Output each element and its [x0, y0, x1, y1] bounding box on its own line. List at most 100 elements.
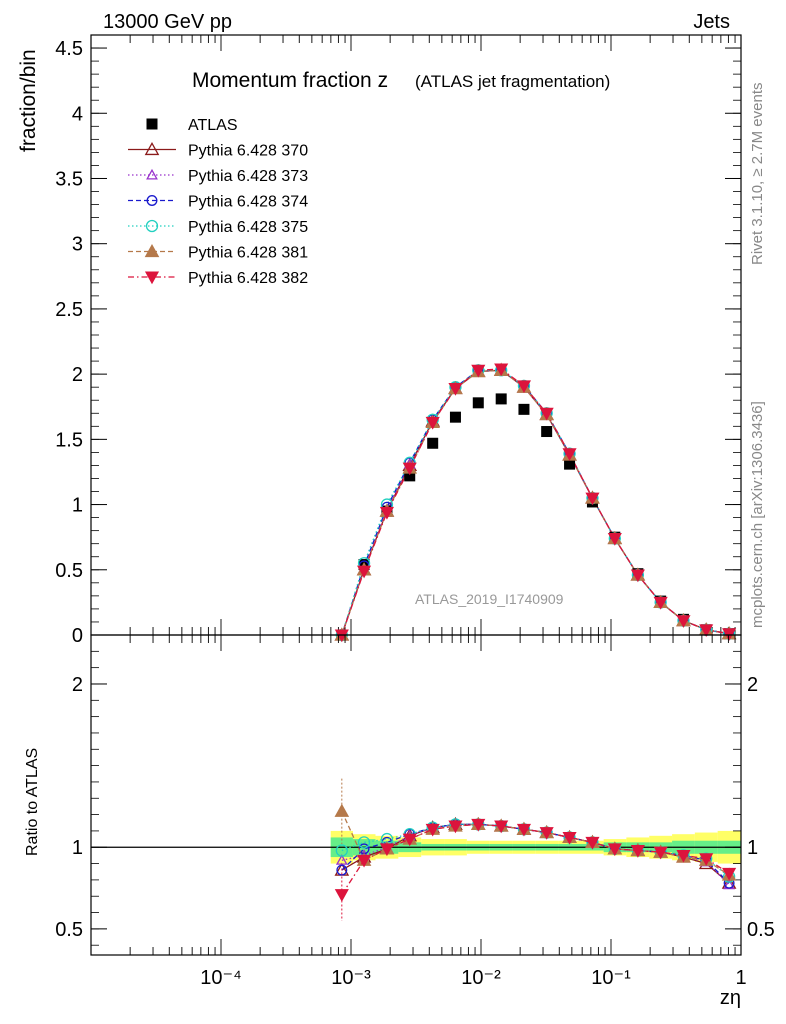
y-tick-label-right: 1: [747, 837, 758, 859]
ratio-point: [357, 836, 371, 849]
ratio-panel: 0.5 0.5 1 1 2 2 10⁻⁴ 10⁻³ 10⁻² 10⁻¹ 1: [55, 634, 775, 989]
legend-label: Pythia 6.428 375: [188, 219, 308, 236]
data-point: [722, 628, 737, 641]
x-tick-label: 10⁻²: [461, 967, 501, 989]
legend-marker: [146, 168, 158, 180]
data-point-atlas: [564, 458, 576, 470]
y-tick-label: 4.5: [55, 38, 83, 60]
ratio-point: [335, 844, 348, 857]
data-point: [699, 624, 714, 638]
legend-marker: [145, 219, 159, 233]
ratio-point: [334, 889, 349, 902]
ratio-point: [379, 843, 394, 857]
data-point: [630, 569, 645, 583]
x-tick-label: 10⁻¹: [591, 967, 631, 989]
ratio-series-line: [341, 823, 730, 895]
y-tick-label: 2.5: [55, 299, 83, 321]
data-point: [494, 363, 509, 377]
legend-marker: [146, 118, 158, 130]
y-tick-label: 4: [72, 103, 83, 125]
y-tick-label: 2: [72, 674, 83, 696]
legend-marker: [146, 195, 158, 206]
y-tick-label: 0.5: [55, 919, 83, 941]
ratio-point: [676, 849, 691, 863]
data-point: [676, 615, 691, 628]
ratio-point: [607, 843, 622, 857]
y-axis-label-main: fraction/bin: [17, 49, 40, 152]
ratio-point: [723, 878, 736, 890]
ratio-point: [516, 823, 532, 837]
ratio-point: [494, 820, 509, 834]
ratio-point: [335, 854, 348, 865]
legend-label: Pythia 6.428 382: [188, 270, 308, 287]
ratio-point: [630, 845, 645, 858]
ratio-point: [722, 867, 737, 881]
ratio-point: [448, 820, 463, 834]
mcplots-label: mcplots.cern.ch [arXiv:1306.3436]: [749, 401, 766, 628]
data-point-atlas: [404, 470, 416, 482]
ratio-frame: [90, 634, 742, 956]
data-point-atlas: [541, 426, 553, 438]
data-point-atlas: [495, 393, 507, 405]
data-point: [425, 416, 440, 430]
y-tick-label-right: 0.5: [747, 919, 775, 941]
data-point: [653, 596, 668, 610]
legend-marker: [144, 271, 160, 285]
ratio-point: [471, 818, 486, 832]
y-tick-label: 0.5: [55, 560, 83, 582]
rivet-label: Rivet 3.1.10, ≥ 2.7M events: [749, 83, 766, 266]
data-point: [448, 383, 463, 396]
data-point: [585, 492, 600, 506]
data-point: [607, 533, 622, 546]
data-point-atlas: [427, 437, 439, 449]
y-tick-label: 2: [72, 364, 83, 386]
ratio-point: [539, 827, 554, 840]
y-tick-label: 1: [72, 837, 83, 859]
legend-marker: [144, 141, 160, 156]
ratio-point: [356, 854, 372, 868]
data-point-atlas: [518, 403, 530, 415]
y-tick-label-right: 2: [747, 674, 758, 696]
main-panel: 0 0.5 1 1.5 2 2.5 3 3.5 4 4.5: [55, 34, 742, 647]
x-axis-label: zη: [720, 987, 741, 1009]
x-tick-label: 1: [735, 967, 746, 989]
y-tick-label: 3.5: [55, 168, 83, 190]
data-point: [539, 407, 554, 421]
y-tick-label: 1.5: [55, 429, 83, 451]
legend-marker: [144, 243, 160, 258]
y-tick-label: 3: [72, 234, 83, 256]
legend-label: Pythia 6.428 370: [188, 143, 308, 160]
ratio-point: [585, 836, 600, 850]
legend-label: ATLAS: [188, 117, 238, 134]
data-point: [402, 462, 417, 476]
ratio-point: [562, 831, 577, 845]
data-point-atlas: [472, 397, 484, 409]
x-tick-label: 10⁻³: [331, 967, 371, 989]
watermark: ATLAS_2019_I1740909: [415, 591, 564, 607]
y-axis-label-ratio: Ratio to ATLAS: [24, 748, 41, 856]
y-tick-label: 1: [72, 495, 83, 517]
main-title: Momentum fraction z: [192, 69, 388, 92]
data-point: [379, 506, 394, 520]
ratio-point: [425, 823, 440, 837]
main-subtitle: (ATLAS jet fragmentation): [415, 72, 610, 91]
header-right: Jets: [693, 11, 730, 33]
data-point: [562, 448, 577, 461]
legend-label: Pythia 6.428 381: [188, 245, 308, 262]
ratio-point: [699, 853, 714, 866]
legend-label: Pythia 6.428 373: [188, 168, 308, 185]
data-point: [516, 380, 532, 394]
x-tick-label: 10⁻⁴: [200, 967, 241, 989]
ratio-point: [402, 833, 417, 847]
legend-label: Pythia 6.428 374: [188, 194, 308, 211]
ratio-point: [336, 864, 348, 876]
y-tick-label: 0: [72, 625, 83, 647]
data-point-atlas: [449, 411, 461, 423]
ratio-point: [334, 803, 350, 817]
data-point: [356, 565, 372, 579]
ratio-point: [653, 846, 668, 860]
header-left: 13000 GeV pp: [103, 11, 232, 33]
legend: ATLAS Pythia 6.428 370 Pythia 6.428 373 Pyt…: [128, 117, 308, 287]
data-point: [471, 364, 486, 378]
